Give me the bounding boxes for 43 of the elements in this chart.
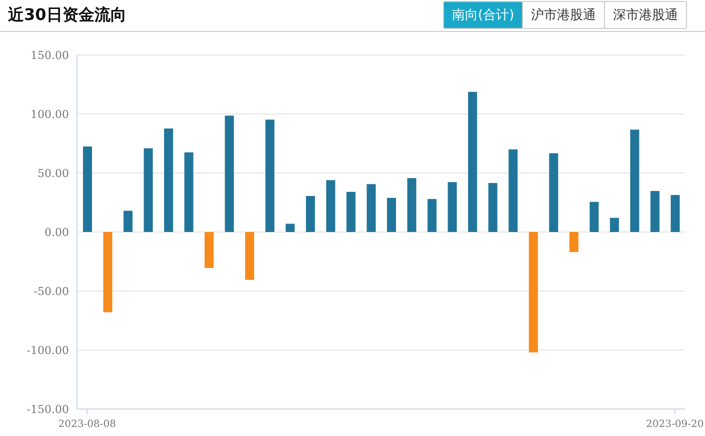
bar [366, 184, 376, 232]
bar [670, 194, 680, 232]
y-tick-label: -150.00 [26, 402, 69, 416]
bar [164, 128, 174, 232]
text: 南向(合计) [443, 1, 524, 29]
y-tick-label: 0.00 [44, 226, 69, 239]
bar [326, 180, 336, 232]
bar [630, 130, 640, 232]
bar [407, 178, 416, 232]
bar [224, 116, 234, 232]
bar [590, 202, 599, 232]
bar [286, 224, 295, 232]
bar [569, 232, 578, 252]
bar [204, 232, 214, 268]
y-tick-label: -50.00 [34, 284, 69, 298]
y-tick-label: -100.00 [26, 344, 69, 357]
bar [387, 198, 396, 232]
chart-title: 近30日资金流向 [8, 5, 126, 26]
bar [124, 210, 133, 232]
text: 深市港股通 [604, 1, 688, 29]
bar [144, 148, 153, 232]
y-tick-label: 100.00 [30, 108, 69, 121]
bar [346, 192, 356, 232]
bar [448, 182, 457, 232]
bar [650, 191, 660, 232]
y-tick-label: 50.00 [38, 166, 69, 180]
bar [549, 153, 558, 232]
bar [528, 232, 538, 352]
x-tick-label: 2023-08-08 [58, 419, 116, 430]
bar [306, 196, 315, 232]
bar [508, 149, 518, 232]
x-tick-label: 2023-09-20 [646, 419, 704, 430]
bar [468, 92, 478, 232]
bar [103, 232, 112, 312]
bar [245, 232, 254, 280]
y-tick-label: 150.00 [30, 48, 69, 62]
bar [610, 218, 619, 232]
bar [184, 152, 194, 232]
bar [265, 120, 274, 232]
text: 沪市港股通 [522, 1, 606, 29]
bar [83, 146, 92, 232]
bar [488, 183, 498, 232]
bar [428, 198, 437, 232]
